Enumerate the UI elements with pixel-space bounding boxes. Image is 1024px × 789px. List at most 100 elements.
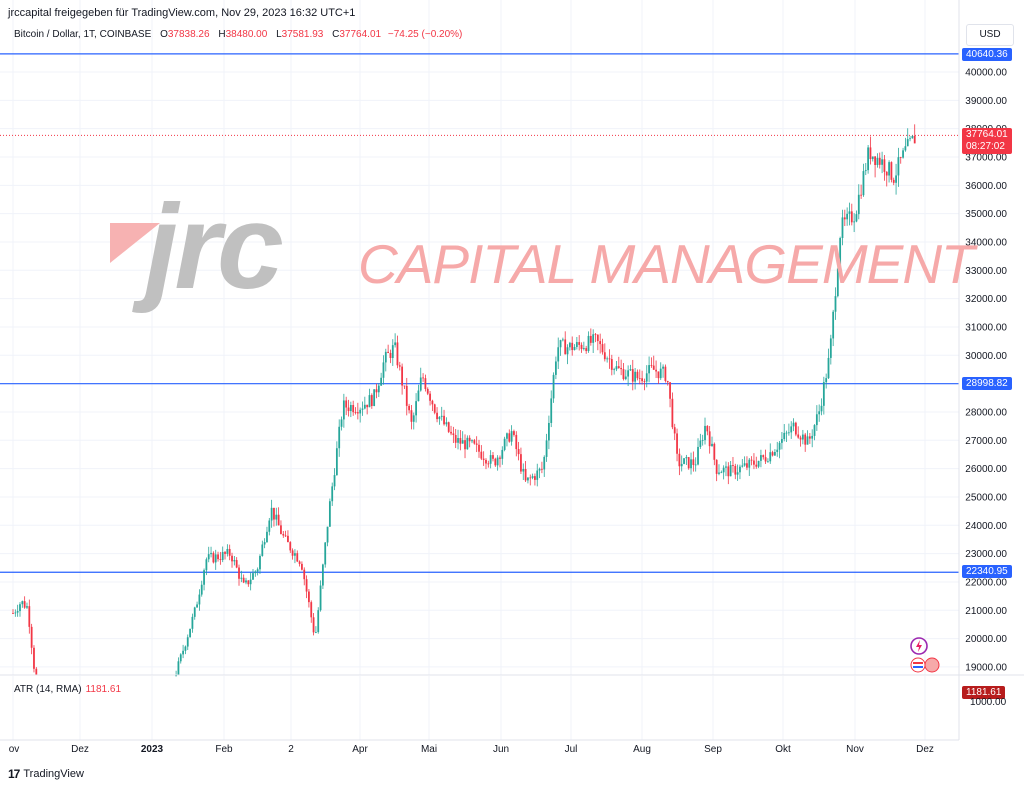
candle-body [627,370,630,377]
candle-body [345,400,348,408]
candle-body [764,457,767,462]
candle-body [566,347,569,355]
candle [424,374,427,392]
candle-body [608,358,611,360]
candle-body [268,520,271,532]
candle [850,203,853,226]
currency-button[interactable]: USD [966,24,1014,46]
candle [568,341,571,351]
candle-body [615,366,618,370]
candle [753,453,755,470]
candle-body [673,427,676,434]
candle [275,507,278,526]
price-tick-label: 22000.00 [965,577,1007,588]
chart-grid [0,0,959,740]
candle [804,432,807,452]
candle-body [813,425,816,436]
candle [517,441,520,461]
events-flag-icon[interactable] [908,656,942,674]
candle-body [28,606,31,627]
candle [573,344,576,351]
candle-body [790,426,793,433]
candle [212,551,215,564]
candle-body [783,432,786,440]
candle [401,363,404,395]
candle [473,438,476,445]
candle-body [864,170,867,172]
candle [874,156,876,178]
candle-body [792,422,795,427]
candle [324,541,327,568]
candle [543,455,546,477]
candle-body [482,458,485,460]
candle [347,399,350,417]
candle-body [883,159,886,172]
candle-body [708,431,711,447]
time-tick-label: Aug [633,744,651,755]
candle [345,396,348,416]
candle-body [182,650,184,655]
candle [338,419,341,457]
candle-body [685,457,688,459]
candle-body [652,365,655,370]
candle [757,460,760,469]
candle [468,435,471,448]
candle [417,384,420,402]
candle-body [592,334,595,343]
candle [885,171,888,187]
candle-body [189,628,191,638]
candle [825,373,828,389]
atr-label[interactable]: ATR (14, RMA) [14,684,82,695]
candle-body [440,415,443,417]
candle [832,309,835,347]
candle [820,398,823,416]
candle-body [757,460,760,467]
candle [701,434,704,446]
candle-body [333,475,336,487]
candle-body [224,552,226,554]
candle-body [391,345,394,359]
candle [797,426,800,439]
candle [405,377,408,416]
candle [899,156,902,164]
candle-body [622,369,625,380]
candle-body [506,433,508,439]
candle-body [711,443,713,447]
candle [582,341,585,351]
candle [589,328,592,346]
candle [888,160,890,183]
alert-icon[interactable] [908,636,930,656]
candle [219,551,222,565]
candle [729,460,732,477]
candle-body [203,570,205,585]
candle [722,465,725,480]
candle-body [892,179,895,183]
candle-body [853,221,856,223]
candle [790,421,793,439]
candle [203,568,205,591]
candle-body [212,552,215,563]
candle [301,561,303,571]
candle [559,339,562,356]
candle [249,572,252,591]
candle [636,369,639,381]
candle-body [368,395,371,408]
candle [834,287,837,320]
candle [692,451,695,472]
candle-body [808,436,811,439]
candle [531,473,534,480]
candle-body [522,469,525,472]
candle [256,567,259,576]
candle [620,359,623,376]
candle-body [683,458,685,464]
candle-body [408,405,410,411]
candle-body [422,377,424,379]
candle-body [515,434,518,450]
candle-body [464,440,466,450]
candle-body [401,366,404,386]
candle-body [678,453,681,467]
footer-brand[interactable]: 17 TradingView [8,767,84,781]
symbol-name[interactable]: Bitcoin / Dollar, 1T, COINBASE [14,29,152,40]
candle [678,448,681,476]
